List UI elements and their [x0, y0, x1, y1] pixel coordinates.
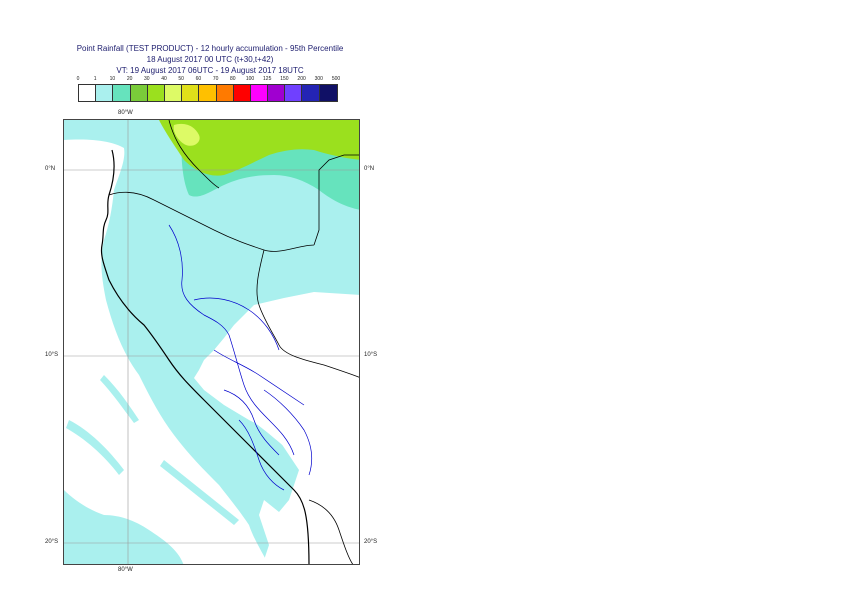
rain-free-interior — [215, 350, 359, 564]
country-borders — [108, 120, 359, 564]
legend-color-bar — [78, 84, 338, 102]
legend-tick-label: 150 — [280, 76, 289, 82]
rain-streak-3 — [160, 460, 239, 525]
map-canvas — [64, 120, 359, 564]
legend-tick-label: 60 — [195, 76, 202, 82]
legend-swatch — [199, 85, 217, 101]
legend-tick-label: 300 — [314, 76, 323, 82]
legend-swatch — [268, 85, 286, 101]
legend-tick-label: 125 — [263, 76, 272, 82]
legend-tick-label: 200 — [297, 76, 306, 82]
legend-swatch — [96, 85, 114, 101]
rain-field-very-heavy — [173, 123, 200, 146]
legend-swatch — [182, 85, 200, 101]
map-run-time: 18 August 2017 00 UTC (t+30,t+42) — [146, 55, 274, 64]
rain-streak-1 — [66, 420, 124, 475]
map-valid-time: VT: 19 August 2017 06UTC - 19 August 201… — [116, 66, 304, 75]
legend-tick-label: 100 — [245, 76, 255, 82]
rain-field-heavy — [159, 120, 359, 176]
legend-tick-label: 80 — [230, 76, 236, 82]
legend-tick-label: 500 — [331, 76, 341, 82]
legend-swatch — [302, 85, 320, 101]
lat-label-right-10s: 10°S — [364, 352, 378, 358]
lat-label-right-20s: 20°S — [364, 539, 378, 545]
legend-tick-label: 20 — [126, 76, 133, 82]
legend-tick-label: 10 — [109, 76, 116, 82]
coastline — [100, 149, 310, 564]
legend-swatch — [79, 85, 97, 101]
legend-swatch — [216, 85, 234, 101]
legend-tick-label: 30 — [144, 76, 150, 82]
legend-swatch — [319, 85, 337, 101]
regional-borders — [168, 224, 313, 491]
lon-label-bottom: 80°W — [118, 567, 133, 573]
rain-streak-2 — [100, 375, 139, 423]
legend-tick-label: 70 — [212, 76, 219, 82]
lat-label-left-10s: 10°S — [45, 352, 59, 358]
lon-label-top: 80°W — [118, 110, 133, 116]
legend-swatch — [285, 85, 303, 101]
legend-swatch — [164, 85, 183, 101]
legend-swatch — [130, 85, 148, 101]
map-title: Point Rainfall (TEST PRODUCT) - 12 hourl… — [76, 44, 344, 53]
lat-label-right-0: 0°N — [364, 166, 375, 172]
legend-tick-label: 50 — [178, 76, 184, 82]
legend-swatch — [233, 85, 251, 101]
legend-tick-label: 0 — [76, 76, 80, 82]
lat-label-left-0: 0°N — [45, 166, 56, 172]
rain-free-pacific — [64, 139, 269, 564]
lat-label-left-20s: 20°S — [45, 539, 59, 545]
legend-tick-label: 40 — [161, 76, 167, 82]
legend-swatch — [113, 85, 131, 101]
legend-swatch — [250, 85, 269, 101]
legend-tick-label: 1 — [93, 76, 97, 82]
rainfall-map — [63, 119, 360, 565]
legend-swatch — [147, 85, 165, 101]
